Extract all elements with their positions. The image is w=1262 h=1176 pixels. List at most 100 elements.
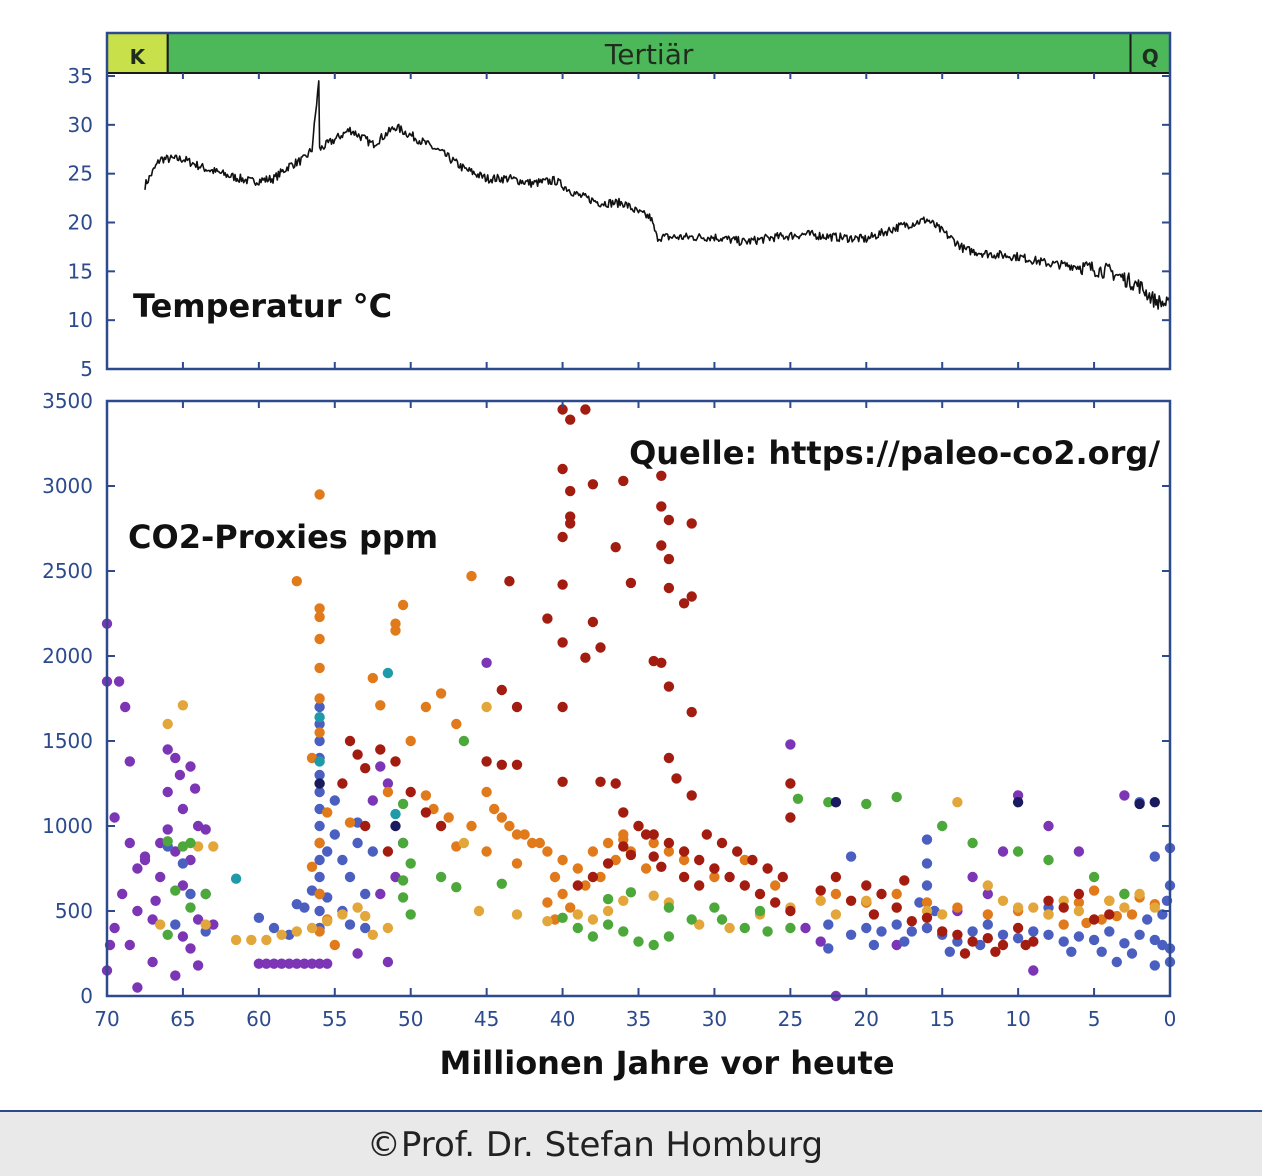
co2-point-series-1 [367,846,378,857]
co2-point-series-3 [937,909,948,920]
footer-background [0,1111,1262,1176]
co2-point-series-7 [1012,797,1024,808]
co2-point-series-0 [997,846,1009,857]
co2-point-series-5 [1119,888,1130,900]
co2-point-series-3 [1073,905,1085,917]
co2-point-series-4 [435,820,447,832]
co2-point-series-4 [420,807,432,818]
co2-point-series-2 [648,837,659,849]
co2-ytick-label: 1000 [42,814,93,838]
co2-point-series-4 [785,812,796,823]
co2-xtick-label: 55 [322,1007,347,1031]
co2-ytick-label: 500 [55,899,93,923]
co2-point-series-5 [397,875,409,886]
co2-point-series-0 [117,888,128,900]
co2-point-series-4 [557,776,568,787]
co2-point-series-4 [618,475,629,487]
co2-point-series-0 [124,837,135,849]
co2-point-series-0 [375,761,386,772]
co2-point-series-1 [1043,929,1054,940]
co2-point-series-1 [344,871,356,883]
co2-point-series-2 [1058,919,1069,930]
co2-point-series-2 [572,863,583,874]
co2-point-series-2 [382,786,394,798]
co2-ytick-label: 2000 [42,644,93,668]
co2-point-series-3 [1119,902,1130,913]
co2-point-series-1 [314,820,325,832]
co2-point-series-3 [1028,902,1039,913]
co2-point-series-1 [1058,936,1069,947]
co2-point-series-4 [375,744,386,755]
co2-point-series-0 [139,851,151,862]
co2-point-series-0 [170,970,181,981]
co2-point-series-3 [952,797,963,808]
co2-point-series-0 [382,778,394,789]
co2-point-series-4 [565,414,576,425]
co2-point-series-0 [268,958,280,969]
co2-point-series-3 [208,841,219,852]
co2-point-series-4 [770,897,781,908]
co2-point-series-4 [732,846,743,857]
co2-point-series-0 [253,958,265,969]
co2-xtick-label: 15 [929,1007,954,1031]
co2-point-series-1 [1028,926,1039,937]
co2-point-series-4 [663,837,675,849]
co2-point-series-0 [314,958,325,969]
co2-point-series-1 [1126,948,1138,959]
co2-point-series-5 [435,871,447,883]
co2-point-series-3 [382,922,394,934]
co2-point-series-4 [959,948,971,959]
co2-point-series-2 [314,603,325,614]
co2-xtick-label: 45 [474,1007,499,1031]
co2-point-series-1 [352,837,363,849]
co2-point-series-2 [678,854,690,866]
co2-point-series-4 [557,531,568,543]
co2-point-series-5 [162,929,173,940]
co2-point-series-4 [876,888,887,900]
co2-point-series-3 [572,909,583,920]
co2-point-series-0 [177,803,189,815]
co2-point-series-5 [648,939,659,951]
temp-ytick-label: 10 [68,308,93,332]
co2-point-series-0 [481,657,492,668]
co2-point-series-4 [648,851,659,862]
co2-point-series-1 [906,926,917,937]
temp-ytick-label: 30 [68,113,93,137]
co2-point-series-5 [397,798,409,810]
co2-point-series-2 [481,846,492,857]
co2-point-series-4 [694,854,705,866]
co2-point-series-5 [200,888,211,900]
co2-ytick-label: 2500 [42,559,93,583]
co2-point-series-5 [170,885,181,896]
co2-point-series-3 [997,895,1009,906]
co2-point-series-4 [815,885,826,896]
co2-point-series-4 [686,591,697,602]
period-1-label: Tertiär [604,38,694,71]
co2-point-series-3 [360,910,371,922]
co2-point-series-1 [845,851,857,862]
co2-point-series-2 [549,871,561,883]
co2-point-series-1 [1073,931,1085,942]
co2-point-series-2 [709,871,720,883]
co2-point-series-4 [557,701,568,713]
co2-point-series-0 [147,914,158,925]
co2-point-series-0 [1073,846,1085,857]
co2-point-series-4 [511,759,523,770]
co2-point-series-4 [1073,888,1085,900]
co2-point-series-2 [557,888,568,900]
co2-point-series-2 [466,570,477,582]
co2-ytick-label: 1500 [42,729,93,753]
co2-point-series-4 [587,871,599,883]
co2-point-series-2 [640,863,652,874]
co2-point-series-4 [663,553,675,565]
co2-point-series-6 [314,756,325,767]
co2-point-series-2 [314,727,325,738]
temp-ytick-label: 35 [68,64,93,88]
co2-point-series-3 [830,909,842,920]
co2-point-series-0 [109,922,120,934]
co2-point-series-3 [982,880,993,891]
co2-ytick-label: 3000 [42,474,93,498]
co2-point-series-4 [724,871,735,883]
co2-point-series-1 [344,919,356,930]
